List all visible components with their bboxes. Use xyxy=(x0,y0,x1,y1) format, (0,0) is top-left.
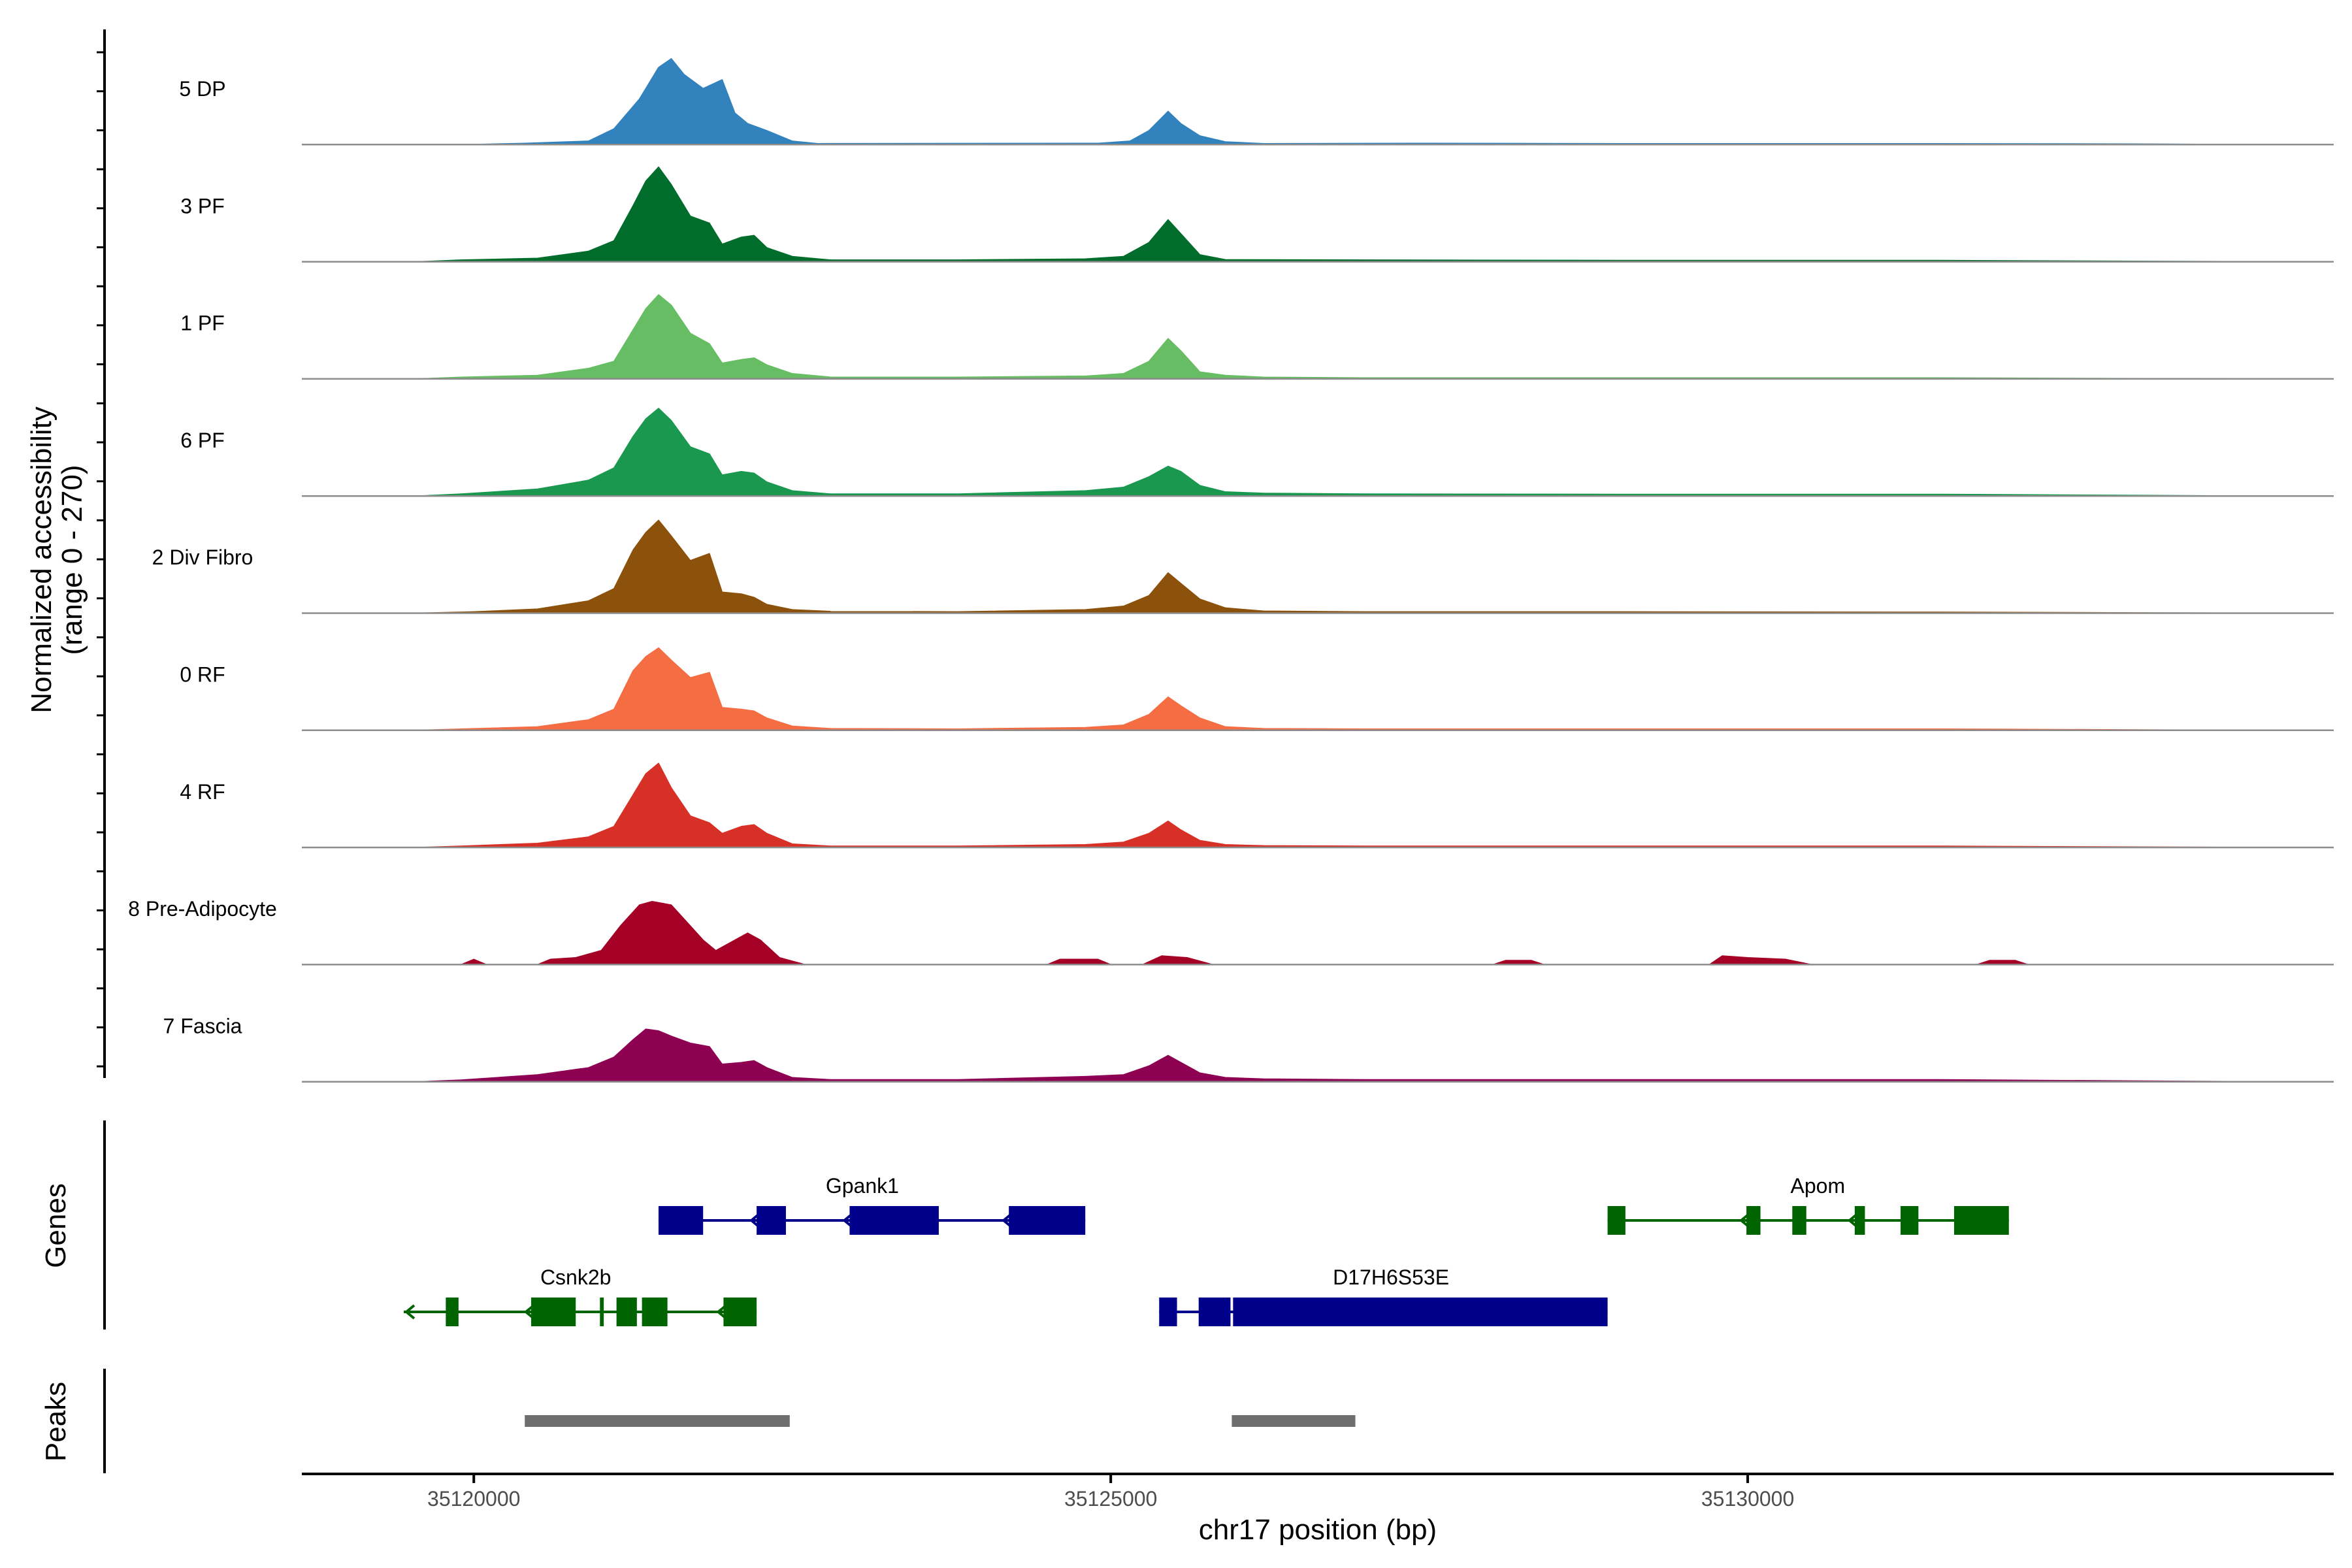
exon-d17h6s53e-0 xyxy=(1159,1298,1177,1326)
gene-apom: Apom xyxy=(1607,1174,2009,1235)
gene-label-csnk2b: Csnk2b xyxy=(540,1266,612,1289)
track-label-5-dp: 5 DP xyxy=(179,77,225,101)
peaks-panel-label: Peaks xyxy=(40,1382,72,1462)
exon-csnk2b-0 xyxy=(446,1298,459,1326)
gene-label-gpank1: Gpank1 xyxy=(826,1174,899,1198)
x-axis-title: chr17 position (bp) xyxy=(1199,1514,1437,1546)
exon-gpank1-0 xyxy=(658,1206,704,1235)
exon-apom-2 xyxy=(1792,1206,1806,1235)
gene-annotations: Gpank1 Apom Csnk2b D17H6S53E xyxy=(403,1174,2009,1326)
gene-label-apom: Apom xyxy=(1791,1174,1846,1198)
exon-apom-0 xyxy=(1607,1206,1625,1235)
peak-regions xyxy=(525,1415,1356,1427)
strand-arrow-apom-0 xyxy=(1739,1213,1750,1228)
track-2-div-fibro: 2 Div Fibro xyxy=(152,519,2334,614)
track-label-6-pf: 6 PF xyxy=(180,429,225,452)
strand-arrow-gpank1-1 xyxy=(842,1213,853,1228)
strand-arrow-csnk2b-2 xyxy=(716,1304,727,1320)
gene-csnk2b: Csnk2b xyxy=(403,1266,757,1326)
coverage-area-3-pf xyxy=(416,166,2271,263)
exon-csnk2b-4 xyxy=(642,1298,668,1326)
coverage-area-2-div-fibro xyxy=(416,519,2271,614)
track-label-3-pf: 3 PF xyxy=(180,194,225,218)
strand-arrow-gpank1-0 xyxy=(749,1213,760,1228)
exon-apom-1 xyxy=(1746,1206,1761,1235)
track-1-pf: 1 PF xyxy=(180,294,2334,380)
coverage-area-4-rf xyxy=(416,762,2271,848)
track-0-rf: 0 RF xyxy=(180,647,2334,732)
exon-gpank1-2 xyxy=(849,1206,939,1235)
coverage-area-0-rf xyxy=(416,647,2271,731)
coverage-y-axis-ticks xyxy=(97,51,105,1068)
exon-d17h6s53e-2 xyxy=(1233,1298,1608,1326)
coverage-area-8-pre-adipocyte xyxy=(460,900,2271,966)
coverage-area-1-pf xyxy=(416,294,2271,380)
exon-csnk2b-5 xyxy=(723,1298,757,1326)
exon-apom-3 xyxy=(1854,1206,1865,1235)
gene-gpank1: Gpank1 xyxy=(658,1174,1086,1235)
track-label-1-pf: 1 PF xyxy=(180,312,225,335)
track-label-7-fascia: 7 Fascia xyxy=(163,1014,242,1037)
x-tick-label-2: 35130000 xyxy=(1701,1487,1794,1511)
x-tick-label-1: 35125000 xyxy=(1064,1487,1157,1511)
exon-gpank1-3 xyxy=(1009,1206,1086,1235)
gene-label-d17h6s53e: D17H6S53E xyxy=(1333,1266,1449,1289)
y-axis-title-line2: (range 0 - 270) xyxy=(56,465,88,655)
track-label-8-pre-adipocyte: 8 Pre-Adipocyte xyxy=(128,897,277,921)
exon-apom-4 xyxy=(1901,1206,1919,1235)
coverage-tracks: 5 DP 3 PF 1 PF 6 PF 2 Div Fibro 0 RF 4 RF 8 Pre… xyxy=(128,57,2334,1083)
strand-arrow-apom-1 xyxy=(1847,1213,1859,1228)
track-label-0-rf: 0 RF xyxy=(180,663,225,687)
gene-d17h6s53e: D17H6S53E xyxy=(1159,1266,1608,1326)
exon-apom-5 xyxy=(1953,1206,2009,1235)
strand-arrow-gpank1-2 xyxy=(1002,1213,1013,1228)
track-5-dp: 5 DP xyxy=(179,57,2334,146)
track-label-4-rf: 4 RF xyxy=(180,780,225,804)
x-tick-label-0: 35120000 xyxy=(427,1487,520,1511)
genes-panel-label: Genes xyxy=(40,1183,72,1268)
exon-d17h6s53e-1 xyxy=(1198,1298,1231,1326)
exon-csnk2b-2 xyxy=(600,1298,604,1326)
track-3-pf: 3 PF xyxy=(180,166,2334,263)
track-4-rf: 4 RF xyxy=(180,762,2334,849)
peak-1 xyxy=(1232,1415,1356,1427)
y-axis-title-line1: Normalized accessibility xyxy=(25,406,57,713)
strand-arrow-csnk2b-1 xyxy=(523,1304,535,1320)
exon-csnk2b-3 xyxy=(616,1298,637,1326)
exon-gpank1-1 xyxy=(757,1206,786,1235)
track-label-2-div-fibro: 2 Div Fibro xyxy=(152,546,253,569)
coverage-area-7-fascia xyxy=(416,1028,2271,1083)
track-7-fascia: 7 Fascia xyxy=(163,1014,2334,1083)
coverage-area-5-dp xyxy=(466,57,2271,146)
strand-arrow-csnk2b-0 xyxy=(404,1304,416,1320)
x-axis-ticks: 35120000 35125000 35130000 xyxy=(427,1474,1794,1511)
coverage-area-6-pf xyxy=(416,408,2271,497)
track-8-pre-adipocyte: 8 Pre-Adipocyte xyxy=(128,897,2334,966)
peak-0 xyxy=(525,1415,790,1427)
track-6-pf: 6 PF xyxy=(180,408,2334,497)
exon-csnk2b-1 xyxy=(531,1298,576,1326)
